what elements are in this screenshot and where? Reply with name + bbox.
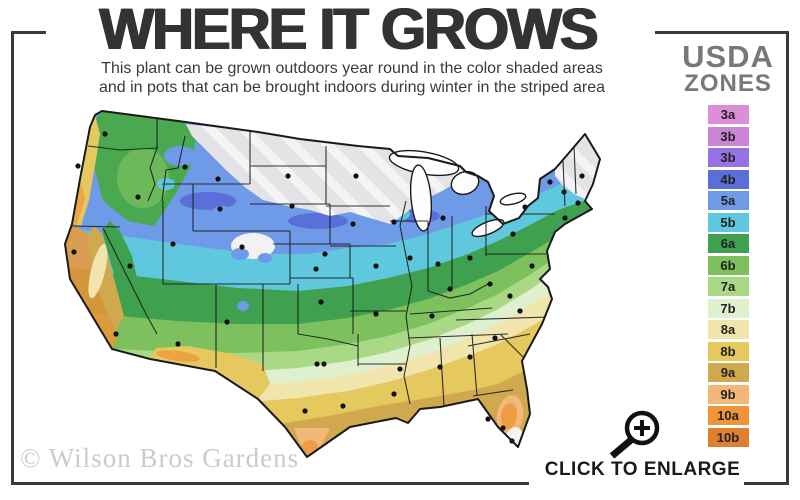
zone-map[interactable] (58, 106, 603, 468)
zone-swatch-8b: 8b (707, 341, 749, 361)
legend-title-zones: ZONES (684, 70, 772, 97)
zone-swatch-7a: 7a (707, 277, 749, 296)
zone-swatch-9a: 9a (707, 363, 749, 382)
frame-top-right-segment (655, 31, 789, 34)
subtitle-line-2: and in pots that can be brought indoors … (98, 79, 606, 96)
frame-top-left-segment (11, 31, 46, 34)
frame-bottom-right-segment (744, 482, 789, 485)
zone-swatch-9b: 9b (707, 384, 749, 404)
zoom-in-icon[interactable] (600, 403, 664, 466)
zone-list: 3a 3b 3b 4b 5a 5b 6a 6b 7a 7b 8a 8b 9a 9b 10a 10b (666, 105, 790, 447)
zone-shading (65, 111, 600, 457)
zone-swatch-6a: 6a (707, 234, 749, 253)
zone-swatch-10b: 10b (707, 427, 749, 447)
zone-swatch-7b: 7b (707, 298, 749, 318)
zone-swatch-6b: 6b (707, 255, 749, 275)
frame-right-border (786, 31, 789, 485)
frame-left-border (11, 31, 14, 485)
page-title: WHERE IT GROWS (99, 0, 598, 62)
subtitle-line-1: This plant can be grown outdoors year ro… (101, 60, 603, 77)
zone-swatch-3b: 3b (707, 126, 749, 146)
legend-title-usda: USDA (682, 39, 774, 74)
watermark: © Wilson Bros Gardens (20, 443, 300, 473)
zone-swatch-3b: 3b (707, 148, 749, 167)
city-dots (71, 131, 585, 444)
click-to-enlarge-button[interactable]: CLICK TO ENLARGE (544, 459, 741, 480)
zone-swatch-4b: 4b (707, 169, 749, 189)
zone-swatch-5b: 5b (707, 212, 749, 232)
zone-swatch-8a: 8a (707, 320, 749, 339)
great-lakes (388, 149, 527, 238)
subtitle: This plant can be grown outdoors year ro… (28, 59, 676, 97)
zone-swatch-3a: 3a (707, 105, 749, 124)
zone-swatch-5a: 5a (707, 191, 749, 210)
usda-zones-legend: USDA ZONES 3a 3b 3b 4b 5a 5b 6a 6b 7a 7b 8a 8b 9a 9b 1… (666, 39, 790, 449)
zone-swatch-10a: 10a (707, 406, 749, 425)
frame-bottom-left-segment (11, 482, 529, 485)
state-borders (71, 114, 577, 407)
